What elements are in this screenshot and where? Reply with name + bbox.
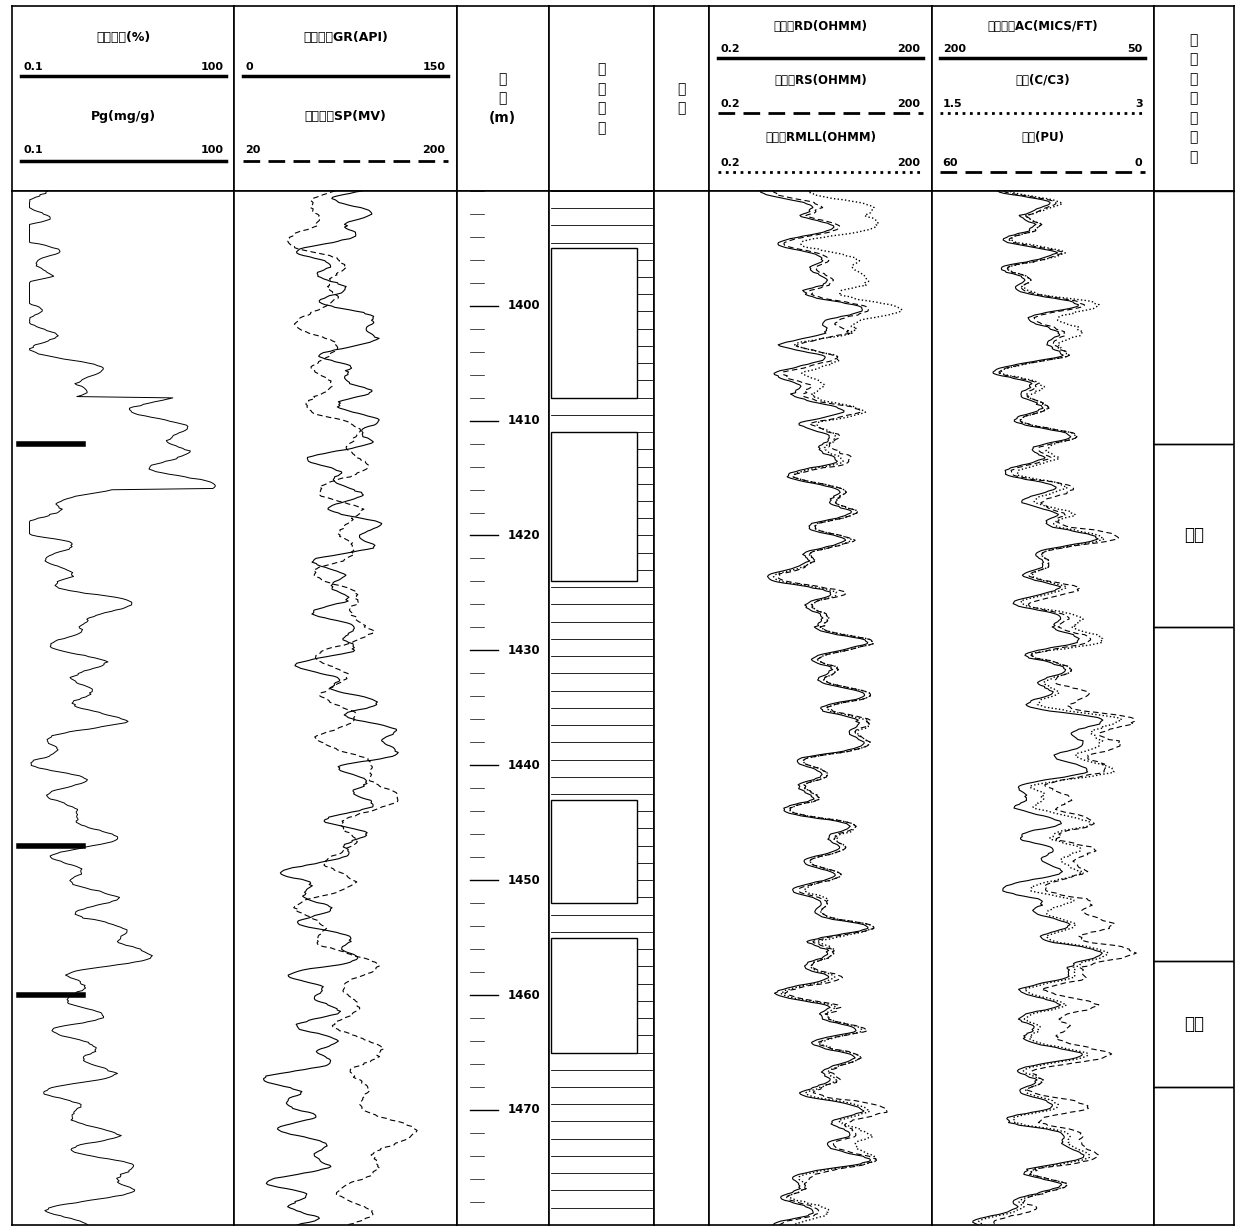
Text: 1430: 1430 <box>507 644 541 657</box>
Text: 0.2: 0.2 <box>720 158 740 169</box>
Bar <box>551 800 637 904</box>
Text: 1420: 1420 <box>507 529 541 542</box>
Text: 0.1: 0.1 <box>24 62 43 73</box>
Text: 油层: 油层 <box>1184 527 1204 544</box>
Text: 中子(PU): 中子(PU) <box>1021 130 1064 144</box>
Text: 20: 20 <box>246 145 260 155</box>
Text: 自然伽马GR(API): 自然伽马GR(API) <box>303 31 388 44</box>
Text: 水层: 水层 <box>1184 1014 1204 1033</box>
Text: 1.5: 1.5 <box>942 98 962 110</box>
Text: 综
合
含
水
率
解
释: 综 合 含 水 率 解 释 <box>1189 33 1198 164</box>
Text: 0: 0 <box>1135 158 1142 169</box>
Text: 0: 0 <box>246 62 253 73</box>
Text: 1460: 1460 <box>507 988 541 1002</box>
Bar <box>551 249 637 398</box>
Text: 深侧向RD(OHMM): 深侧向RD(OHMM) <box>774 20 868 33</box>
Text: 3: 3 <box>1135 98 1142 110</box>
Text: 1410: 1410 <box>507 414 541 427</box>
Bar <box>551 800 637 904</box>
Text: 200: 200 <box>898 98 920 110</box>
Text: 200: 200 <box>898 158 920 169</box>
Text: 0.2: 0.2 <box>720 98 740 110</box>
Bar <box>551 432 637 581</box>
Text: 自然电位SP(MV): 自然电位SP(MV) <box>305 111 387 123</box>
Text: 150: 150 <box>423 62 445 73</box>
Text: 井
深
(m): 井 深 (m) <box>490 71 516 126</box>
Bar <box>551 938 637 1053</box>
Text: 声波时差AC(MICS/FT): 声波时差AC(MICS/FT) <box>987 20 1097 33</box>
Text: 1450: 1450 <box>507 874 541 886</box>
Text: 200: 200 <box>942 43 966 54</box>
Bar <box>551 938 637 1053</box>
Text: 微侧向RMLL(OHMM): 微侧向RMLL(OHMM) <box>765 130 875 144</box>
Text: 50: 50 <box>1127 43 1142 54</box>
Text: 密度(C/C3): 密度(C/C3) <box>1016 74 1070 86</box>
Text: 200: 200 <box>898 43 920 54</box>
Text: 岩
性
剖
面: 岩 性 剖 面 <box>598 63 605 134</box>
Text: 气测全烃(%): 气测全烃(%) <box>97 31 150 44</box>
Text: 0.2: 0.2 <box>720 43 740 54</box>
Text: Pg(mg/g): Pg(mg/g) <box>91 111 156 123</box>
Text: 100: 100 <box>201 145 223 155</box>
Bar <box>551 432 637 581</box>
Text: 浅侧向RS(OHMM): 浅侧向RS(OHMM) <box>774 74 867 86</box>
Text: 60: 60 <box>942 158 959 169</box>
Text: 0.1: 0.1 <box>24 145 43 155</box>
Text: 1440: 1440 <box>507 758 541 772</box>
Text: 100: 100 <box>201 62 223 73</box>
Text: 1400: 1400 <box>507 299 541 313</box>
Text: 1470: 1470 <box>507 1103 541 1117</box>
Text: 荧
光: 荧 光 <box>677 81 686 116</box>
Bar <box>551 249 637 398</box>
Text: 200: 200 <box>423 145 445 155</box>
